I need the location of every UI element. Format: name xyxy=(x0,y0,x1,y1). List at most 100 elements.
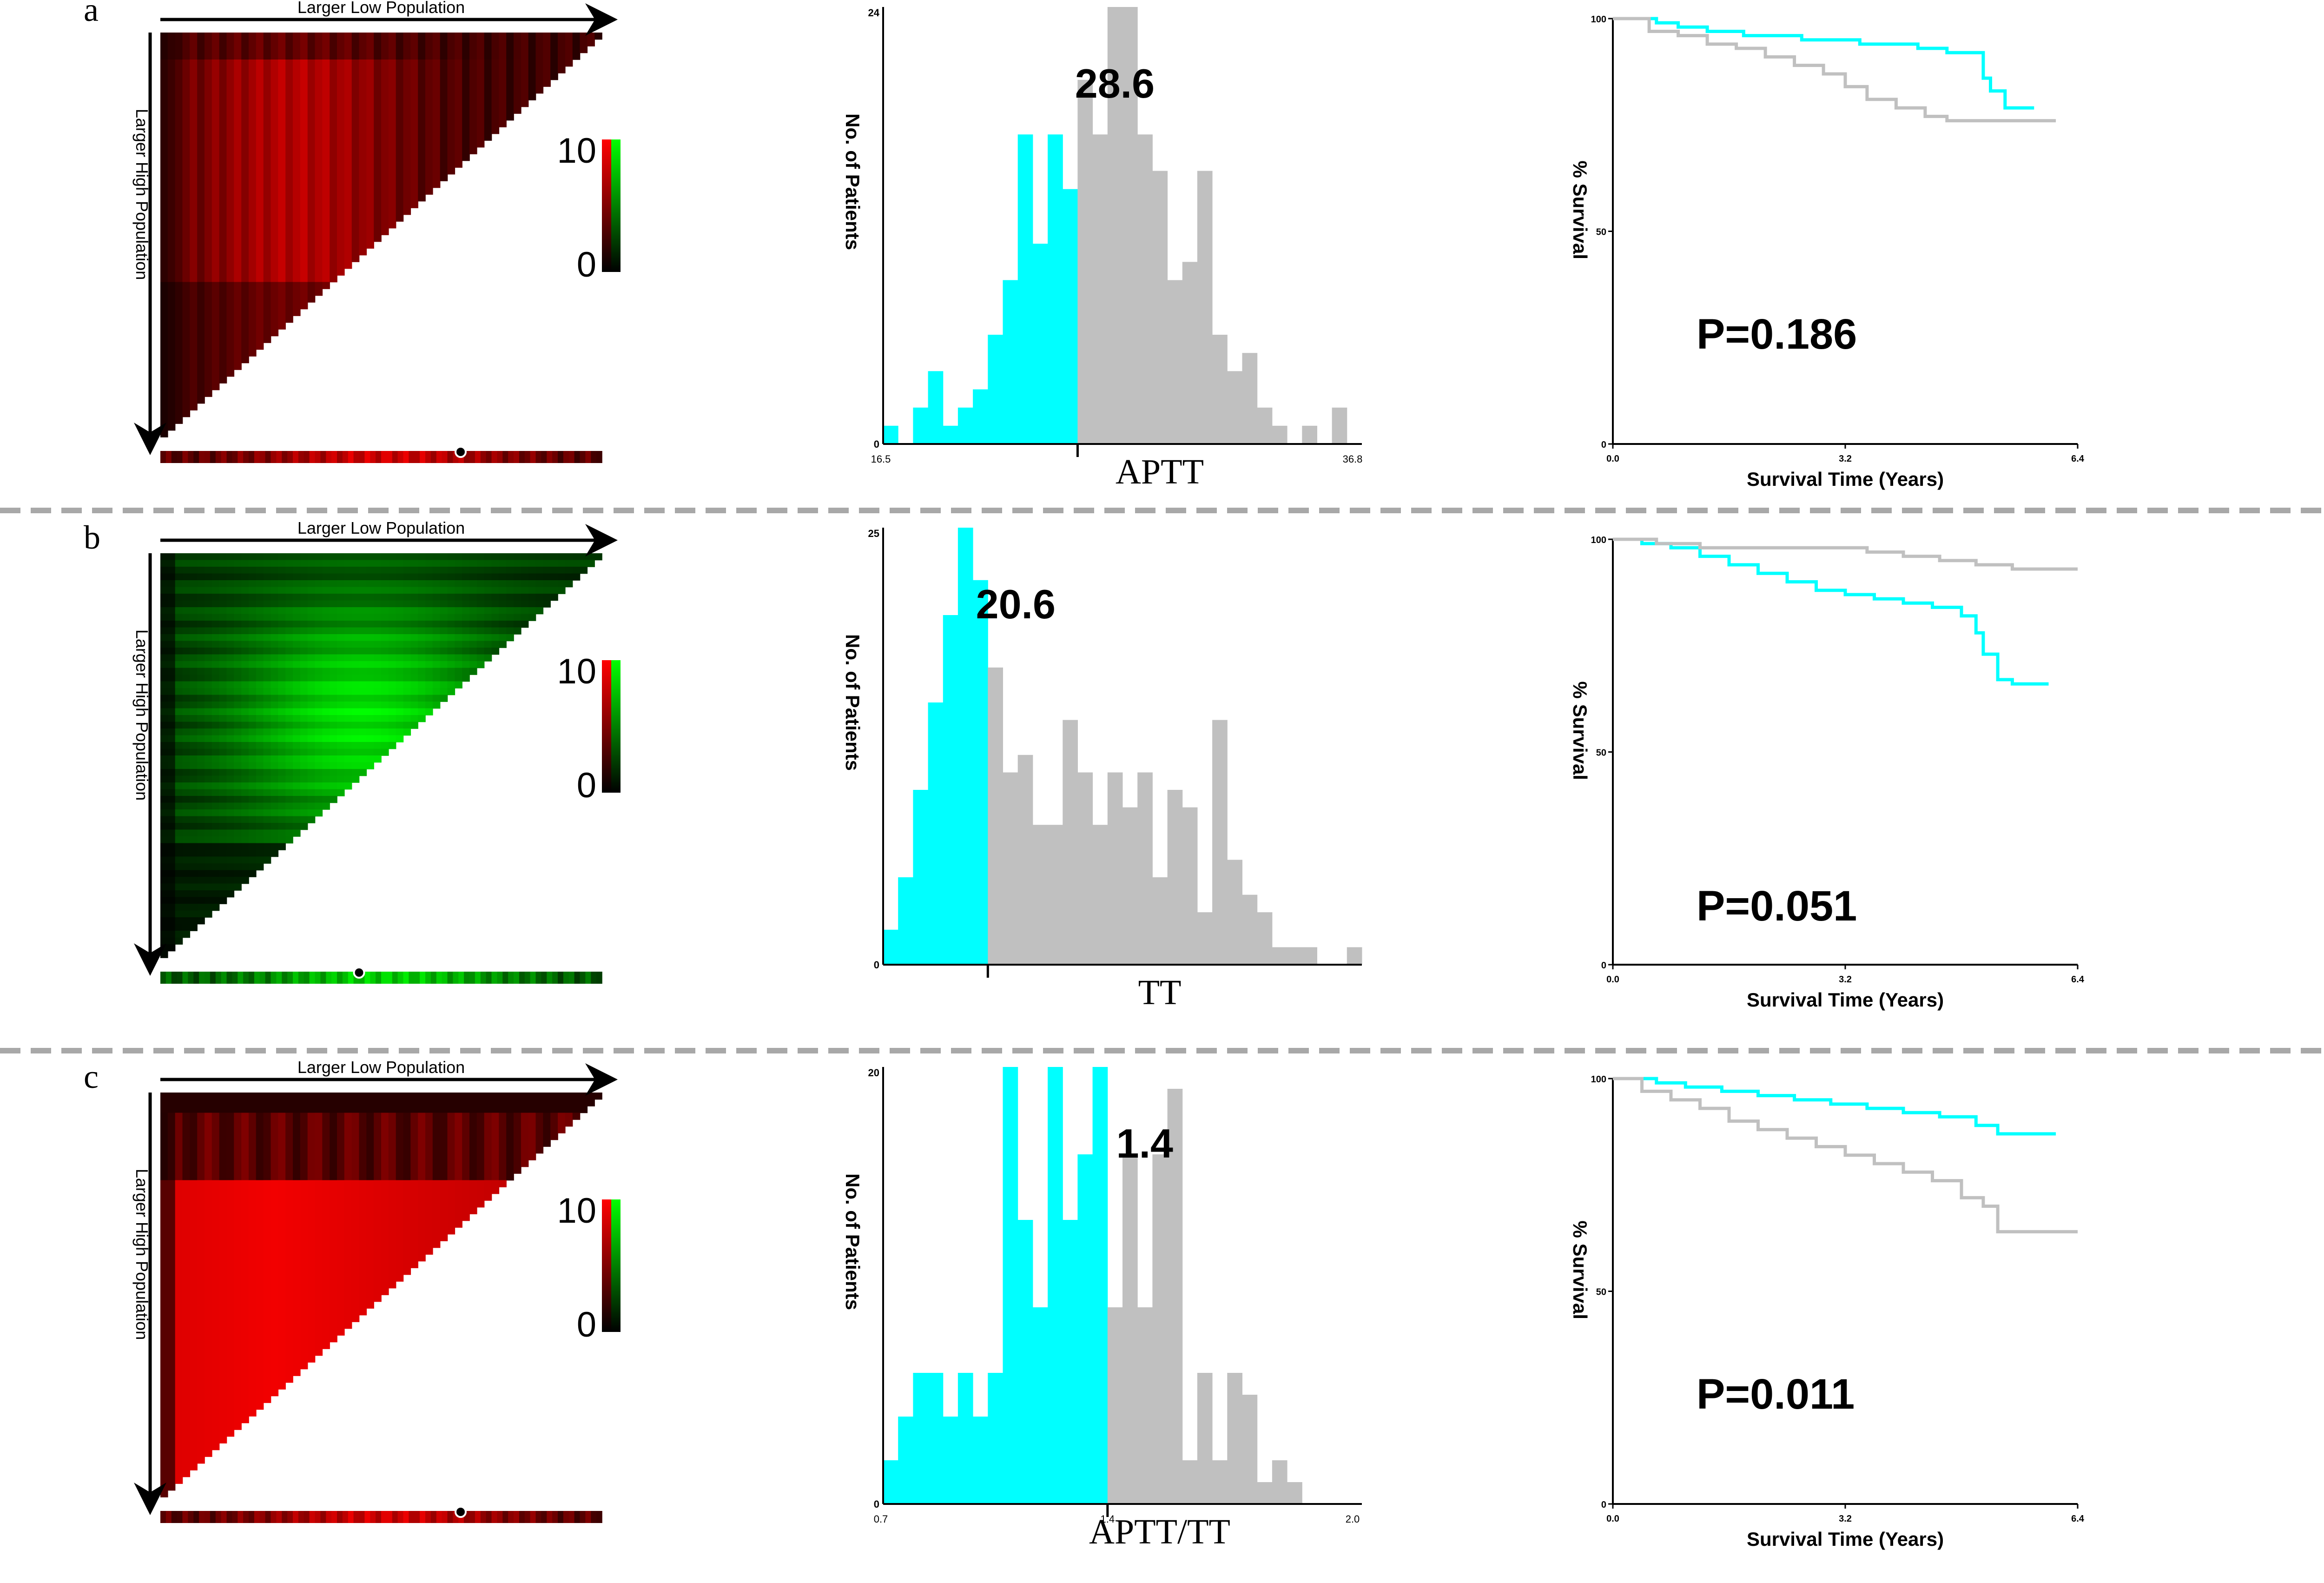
heatmap-cell xyxy=(418,79,426,87)
x-tick-label: 6.4 xyxy=(2071,454,2085,464)
heatmap-cell xyxy=(344,147,352,154)
heatmap-cell xyxy=(263,295,271,303)
heatmap-cell xyxy=(167,924,176,931)
heatmap-cell xyxy=(256,275,264,283)
heatmap-cell xyxy=(388,73,396,80)
heatmap-cell xyxy=(182,627,191,635)
heatmap-cell xyxy=(190,154,198,161)
heatmap-cell xyxy=(234,654,242,662)
strip-cell xyxy=(254,972,260,984)
heatmap-cell xyxy=(182,580,191,588)
heatmap-cell xyxy=(410,621,418,628)
heatmap-cell xyxy=(491,120,500,127)
heatmap-cell xyxy=(241,194,249,202)
heatmap-cell xyxy=(403,66,411,73)
heatmap-cell xyxy=(462,1133,470,1140)
heatmap-cell xyxy=(425,661,433,669)
heatmap-cell xyxy=(432,73,441,80)
heatmap-cell xyxy=(175,1106,183,1113)
heatmap-cell xyxy=(330,1160,337,1167)
heatmap-cell xyxy=(190,73,198,80)
heatmap-cell xyxy=(226,1180,235,1187)
heatmap-cell xyxy=(190,648,198,655)
heatmap-cell xyxy=(359,668,367,675)
heatmap-cell xyxy=(351,715,360,722)
heatmap-cell xyxy=(344,140,352,148)
heatmap-cell xyxy=(300,1180,308,1187)
heatmap-cell xyxy=(263,688,271,695)
heatmap-cell xyxy=(351,695,360,702)
heatmap-cell xyxy=(271,594,279,601)
heatmap-cell xyxy=(190,782,198,790)
heatmap-cell xyxy=(226,688,235,695)
heatmap-cell xyxy=(190,1227,198,1235)
heatmap-cell xyxy=(351,1193,360,1201)
heatmap-cell xyxy=(315,654,323,662)
heatmap-cells xyxy=(160,1093,602,1497)
heatmap-cell xyxy=(167,910,176,918)
heatmap-cell xyxy=(271,789,279,796)
heatmap-cell xyxy=(263,755,271,763)
heatmap-cell xyxy=(241,228,249,235)
heatmap-cell xyxy=(381,154,389,161)
strip-cell xyxy=(447,972,454,984)
heatmap-cell xyxy=(256,856,264,864)
heatmap-cell xyxy=(366,1126,374,1133)
heatmap-cell xyxy=(565,553,573,561)
heatmap-cell xyxy=(256,221,264,229)
heatmap-cell xyxy=(249,73,257,80)
heatmap-cell xyxy=(388,1126,396,1133)
heatmap-cell xyxy=(351,46,360,53)
heatmap-cell xyxy=(315,86,323,94)
heatmap-cell xyxy=(226,302,235,310)
heatmap-cell xyxy=(491,641,500,648)
heatmap-cell xyxy=(293,46,301,53)
heatmap-cell xyxy=(160,214,168,222)
heatmap-cell xyxy=(263,275,271,283)
heatmap-cell xyxy=(249,802,257,810)
heatmap-cell xyxy=(337,668,345,675)
heatmap-cell xyxy=(359,86,367,94)
heatmap-cell xyxy=(160,295,168,303)
heatmap-cell xyxy=(484,1160,492,1167)
heatmap-cell xyxy=(499,573,507,581)
heatmap-cell xyxy=(197,863,205,871)
heatmap-cell xyxy=(351,614,360,621)
heatmap-cell xyxy=(462,39,470,46)
heatmap-cell xyxy=(374,33,382,40)
heatmap-cell xyxy=(388,668,396,675)
heatmap-cell xyxy=(256,343,264,350)
heatmap-cell xyxy=(410,1220,418,1228)
histogram-bar xyxy=(898,877,913,965)
heatmap-cell xyxy=(167,883,176,891)
heatmap-cell xyxy=(219,363,227,370)
heatmap-cell xyxy=(211,883,220,891)
heatmap-cell xyxy=(300,86,308,94)
heatmap-cell xyxy=(440,1099,448,1106)
heatmap-cell xyxy=(205,850,212,857)
heatmap-cell xyxy=(160,79,168,87)
heatmap-cell xyxy=(300,708,308,715)
heatmap-cell xyxy=(337,1106,345,1113)
strip-cell xyxy=(348,972,354,984)
heatmap-cell xyxy=(263,648,271,655)
heatmap-cell xyxy=(197,376,205,384)
heatmap-cell xyxy=(410,594,418,601)
strip-cell xyxy=(304,972,310,984)
heatmap-cell xyxy=(396,1126,404,1133)
heatmap-cell xyxy=(285,829,293,837)
heatmap-cell xyxy=(285,268,293,276)
heatmap-cell xyxy=(381,1119,389,1127)
heatmap-cell xyxy=(160,802,168,810)
heatmap-cell xyxy=(425,154,433,161)
heatmap-cell xyxy=(285,316,293,323)
heatmap-cell xyxy=(366,1200,374,1208)
heatmap-cell xyxy=(271,688,279,695)
heatmap-cell xyxy=(285,1200,293,1208)
heatmap-cell xyxy=(160,648,168,655)
heatmap-cell xyxy=(344,708,352,715)
heatmap-cell xyxy=(293,634,301,642)
heatmap-cell xyxy=(565,46,573,53)
heatmap-cell xyxy=(330,573,337,581)
